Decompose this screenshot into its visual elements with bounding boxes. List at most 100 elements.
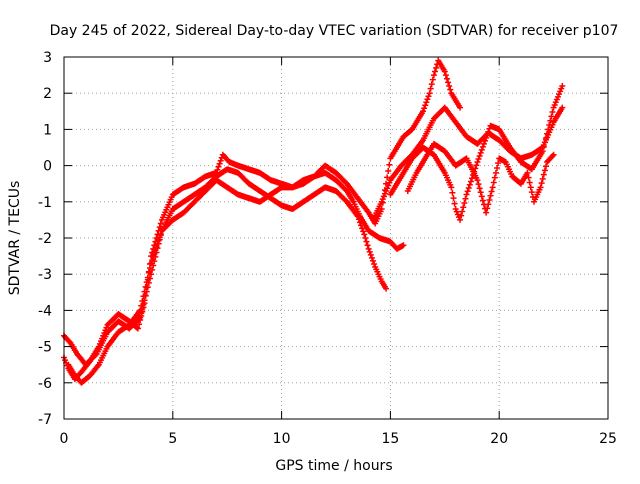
data-point <box>528 189 535 196</box>
data-point <box>136 321 143 328</box>
data-point <box>156 234 163 241</box>
data-point <box>559 82 566 89</box>
data-point <box>368 254 375 261</box>
data-point <box>537 184 544 191</box>
y-tick-label: -4 <box>38 303 52 319</box>
data-point <box>462 195 469 202</box>
data-point <box>524 169 531 176</box>
series-track-f <box>404 140 557 216</box>
data-point <box>474 158 481 165</box>
y-tick-label: -6 <box>38 376 52 392</box>
data-point <box>484 205 491 212</box>
data-point <box>137 307 144 314</box>
data-point <box>384 174 391 181</box>
x-axis-label: GPS time / hours <box>275 458 392 474</box>
data-point <box>547 117 554 124</box>
data-point <box>559 104 566 111</box>
data-point <box>450 195 457 202</box>
data-point <box>146 265 153 272</box>
data-point <box>66 338 73 345</box>
data-point <box>541 139 548 146</box>
data-point <box>466 181 473 188</box>
data-point <box>459 208 466 215</box>
y-tick-label: 3 <box>43 50 52 66</box>
data-point <box>464 188 471 195</box>
data-point <box>538 180 545 187</box>
x-tick-label: 5 <box>168 431 177 447</box>
data-point <box>362 235 369 241</box>
data-point <box>492 169 499 176</box>
data-point <box>137 314 144 321</box>
data-point <box>136 315 143 322</box>
data-point <box>485 128 492 135</box>
data-point <box>526 179 533 186</box>
data-point <box>428 81 435 88</box>
data-point <box>544 130 551 137</box>
data-point <box>134 325 141 332</box>
data-point <box>215 163 222 170</box>
data-point <box>432 68 439 75</box>
data-point <box>422 102 429 109</box>
data-point <box>371 260 378 267</box>
data-point <box>367 251 374 258</box>
data-point <box>361 231 368 238</box>
data-point <box>525 174 532 181</box>
data-point <box>441 68 448 75</box>
data-point <box>145 269 152 276</box>
data-point <box>467 178 474 185</box>
data-point <box>150 253 157 260</box>
data-point <box>442 72 449 79</box>
data-point <box>482 137 489 144</box>
series-track-e <box>387 82 566 223</box>
data-point <box>476 152 483 159</box>
data-point <box>152 247 159 254</box>
data-point <box>386 161 393 168</box>
x-tick-label: 20 <box>490 431 508 447</box>
data-point <box>92 351 99 358</box>
data-point <box>477 189 484 196</box>
data-point <box>445 79 452 86</box>
data-point <box>420 108 427 115</box>
series-track-b <box>61 166 390 368</box>
x-tick-label: 0 <box>60 431 69 447</box>
y-tick-label: -5 <box>38 340 52 356</box>
data-point <box>144 274 151 281</box>
data-point <box>494 165 501 172</box>
data-point <box>457 216 464 223</box>
y-tick-label: -2 <box>38 231 52 247</box>
data-point <box>383 285 390 292</box>
data-point <box>400 242 407 249</box>
data-point <box>490 179 497 186</box>
data-point <box>489 184 496 191</box>
data-point <box>546 122 553 129</box>
data-point <box>542 135 549 142</box>
data-point <box>153 244 160 251</box>
data-point <box>475 155 482 162</box>
data-point <box>151 250 158 257</box>
data-point <box>488 188 495 195</box>
data-points <box>61 57 566 386</box>
data-point <box>474 177 481 184</box>
data-point <box>480 140 487 147</box>
data-point <box>549 152 556 159</box>
series-track-c <box>65 169 407 386</box>
data-point <box>491 174 498 181</box>
data-point <box>457 104 464 111</box>
data-point <box>421 105 428 112</box>
data-point <box>141 288 148 295</box>
data-point <box>427 85 434 92</box>
grid-lines <box>64 57 608 419</box>
data-point <box>385 168 392 175</box>
data-point <box>447 86 454 93</box>
data-point <box>430 72 437 79</box>
data-point <box>540 171 547 178</box>
data-point <box>448 184 455 191</box>
data-point <box>541 167 548 174</box>
data-point <box>142 283 149 290</box>
data-point <box>216 160 223 167</box>
data-point <box>365 245 372 252</box>
data-point <box>487 192 494 199</box>
data-point <box>539 175 546 182</box>
data-point <box>495 160 502 167</box>
y-tick-label: -3 <box>38 267 52 283</box>
